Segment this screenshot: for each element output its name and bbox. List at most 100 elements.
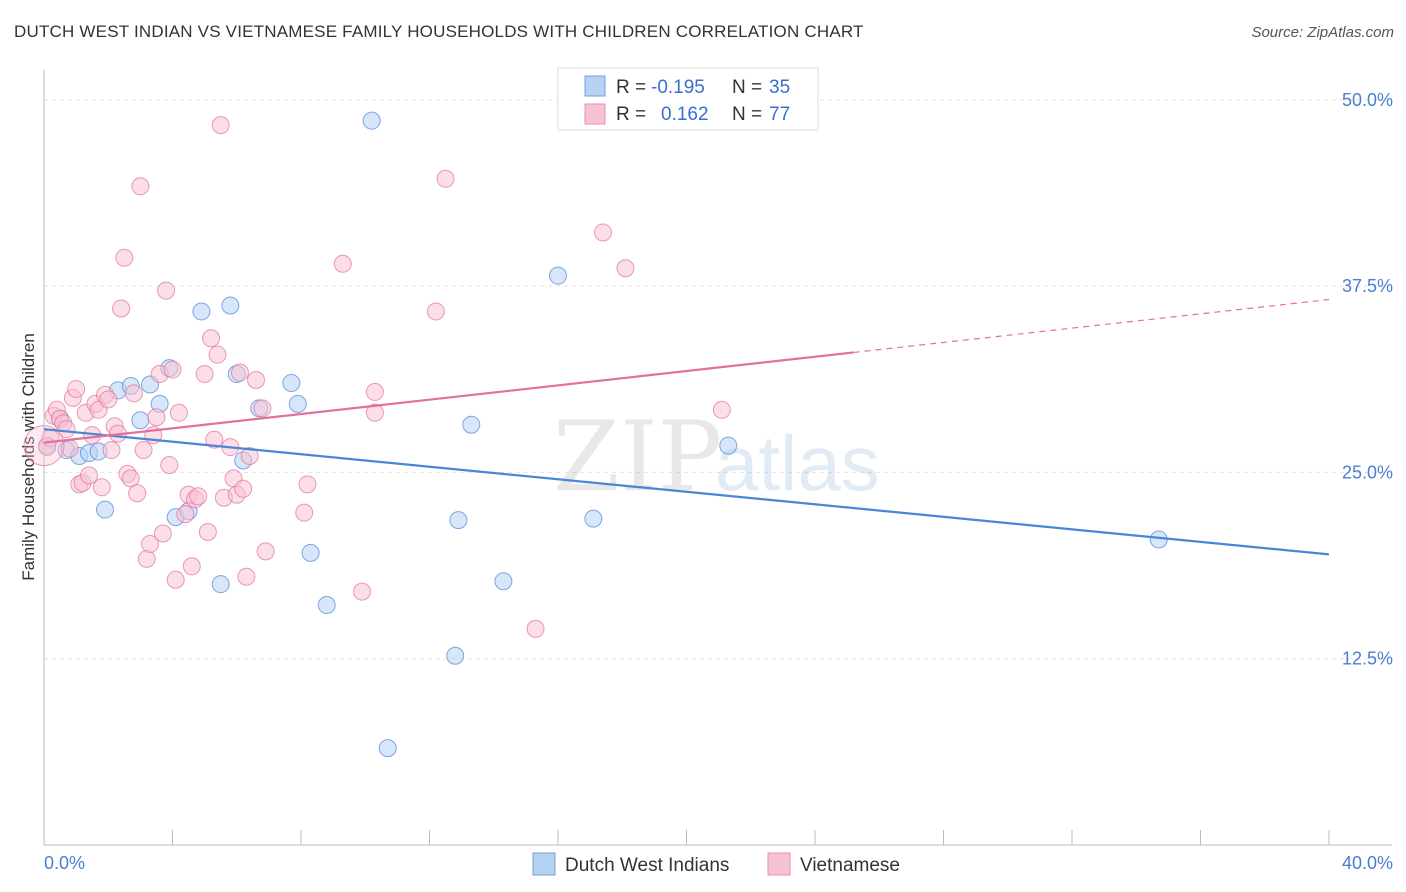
data-point [182, 557, 201, 576]
trend-line-vietnamese [43, 351, 854, 444]
data-point [112, 299, 131, 318]
y-tick-labels: 12.5% 25.0% 37.5% 50.0% [1342, 90, 1393, 669]
x-tick-label-max: 40.0% [1342, 853, 1393, 873]
data-point [426, 302, 445, 321]
legend-swatch-dutch [584, 75, 606, 97]
legend-r-label-vietnamese: R = [616, 104, 646, 125]
y-tick-label: 50.0% [1342, 90, 1393, 110]
data-point [362, 111, 381, 130]
data-point [298, 475, 317, 494]
trend-lines [43, 298, 1330, 556]
bottom-legend-vietnamese: Vietnamese [800, 855, 900, 876]
axes [43, 70, 1392, 846]
legend-r-label-dutch: R = [616, 77, 646, 98]
data-point [189, 487, 208, 506]
stats-legend: R = -0.195 N = 35 R = 0.162 N = 77 [557, 67, 819, 131]
data-point [446, 646, 465, 665]
chart-source: Source: ZipAtlas.com [1251, 24, 1394, 41]
bottom-legend: Dutch West Indians Vietnamese [532, 852, 900, 876]
data-point [115, 248, 134, 267]
watermark: ZIP atlas [553, 401, 880, 513]
data-point [137, 549, 156, 568]
legend-n-value-vietnamese: 77 [769, 104, 790, 125]
data-point [253, 399, 272, 418]
data-point [211, 575, 230, 594]
data-point [247, 371, 266, 389]
data-point [288, 394, 307, 413]
data-point [166, 570, 185, 589]
watermark-zip: ZIP [553, 401, 722, 513]
watermark-atlas: atlas [715, 419, 880, 507]
data-point [365, 403, 384, 422]
data-point [462, 415, 481, 434]
data-point [169, 403, 188, 422]
data-point [436, 169, 455, 188]
data-point [147, 408, 166, 427]
trend-line-vietnamese-extension [853, 298, 1330, 354]
data-point [712, 400, 731, 419]
data-point [365, 382, 384, 401]
data-point [176, 505, 195, 524]
data-point [719, 436, 738, 455]
data-point [92, 478, 111, 497]
legend-n-value-dutch: 35 [769, 77, 790, 98]
data-point [593, 223, 612, 242]
data-point [549, 266, 567, 285]
data-point [234, 479, 253, 498]
x-tick-label-min: 0.0% [44, 853, 85, 873]
data-point [616, 259, 635, 278]
data-point [96, 500, 115, 519]
series-vietnamese [23, 116, 731, 638]
trend-line-dutch-west-indians [43, 428, 1330, 556]
legend-swatch-vietnamese [584, 103, 606, 125]
data-point [282, 373, 301, 392]
data-point [208, 345, 227, 364]
data-point [195, 365, 214, 384]
data-point [160, 455, 179, 474]
data-point [230, 363, 249, 382]
data-point [124, 384, 143, 403]
data-point [121, 469, 140, 488]
data-point [131, 411, 150, 430]
data-point [494, 572, 513, 591]
y-tick-label: 12.5% [1342, 649, 1393, 669]
data-point [198, 523, 217, 542]
x-ticks [43, 830, 1330, 845]
legend-n-label-dutch: N = [732, 77, 762, 98]
legend-r-value-dutch: -0.195 [651, 77, 705, 98]
data-point [141, 534, 160, 553]
y-tick-label: 25.0% [1342, 462, 1393, 482]
data-point [157, 281, 176, 300]
data-point [57, 420, 76, 439]
data-point [205, 430, 224, 449]
data-point [240, 447, 259, 466]
data-point [202, 329, 221, 348]
data-point [301, 543, 320, 562]
data-point [99, 390, 118, 409]
data-point [134, 441, 153, 460]
data-point [221, 296, 240, 315]
data-point [449, 511, 468, 530]
data-point [131, 177, 150, 196]
data-point [256, 542, 275, 561]
gridlines [44, 99, 1392, 660]
data-point [192, 302, 211, 321]
data-point [67, 379, 86, 398]
data-point [378, 739, 397, 758]
data-point [163, 360, 182, 379]
data-point [526, 619, 545, 638]
data-point [353, 582, 372, 601]
legend-r-value-vietnamese: 0.162 [661, 104, 709, 125]
bottom-legend-swatch-dutch [532, 852, 556, 876]
legend-n-label-vietnamese: N = [732, 104, 762, 125]
y-axis-label: Family Households with Children [19, 333, 38, 581]
data-point [317, 596, 336, 615]
bottom-legend-swatch-vietnamese [767, 852, 791, 876]
data-point [211, 116, 230, 135]
bottom-legend-dutch: Dutch West Indians [565, 855, 729, 876]
data-point [128, 484, 147, 503]
data-point [333, 254, 352, 273]
data-point [79, 466, 98, 485]
data-point [295, 503, 314, 522]
